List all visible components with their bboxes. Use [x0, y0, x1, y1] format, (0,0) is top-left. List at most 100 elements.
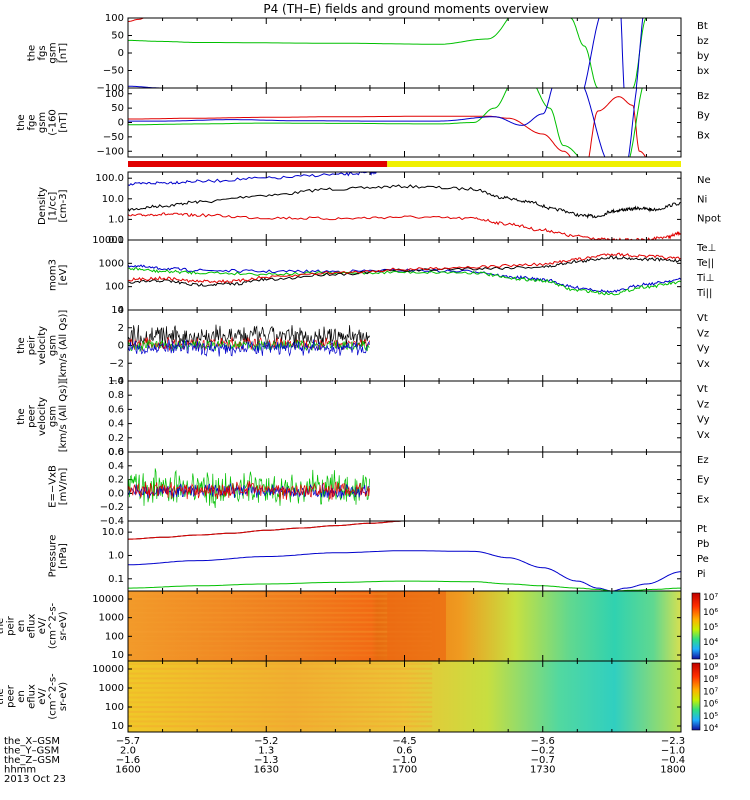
colorbar-tick-label: 10⁶: [703, 608, 718, 618]
spectrogram-hot-region: [387, 591, 446, 661]
y-tick-label: 1.0: [108, 214, 124, 225]
colorbar-tick-label: 10⁴: [703, 638, 718, 648]
y-axis-label-line: en: [16, 620, 27, 633]
legend-Vt: Vt: [697, 313, 708, 324]
y-axis-label-line: Density: [37, 187, 48, 225]
colorbar: [691, 592, 701, 660]
y-axis-label-line: sr-eV): [58, 611, 69, 640]
y-tick-label: 50: [111, 103, 124, 114]
x-axis-value: 1600: [115, 765, 140, 776]
y-tick-label: 100: [105, 89, 124, 100]
x-axis-row-label: 2013 Oct 23: [4, 774, 66, 785]
legend-Ne: Ne: [697, 175, 711, 186]
y-tick-label: 10.0: [102, 194, 124, 205]
y-tick-label: 0.8: [108, 390, 124, 401]
y-tick-label: −100: [97, 146, 124, 157]
y-tick-label: −100: [97, 83, 124, 94]
y-axis-label-line: [nT]: [58, 43, 69, 63]
legend-Bz: Bz: [697, 91, 709, 102]
y-axis-label: E=−VxB[mV/m]: [48, 465, 70, 508]
panel-frame: [127, 660, 682, 733]
mode-bar-red: [128, 161, 388, 167]
series-Bz: [128, 96, 647, 157]
spectrogram-band: [128, 686, 433, 689]
x-axis-value: 1800: [660, 765, 685, 776]
spectrogram-band: [128, 626, 433, 628]
legend-Vz: Vz: [697, 328, 709, 339]
y-axis-label: thefgegsm(-160[nT]: [16, 109, 69, 136]
y-axis-label-line: [nT]: [58, 112, 69, 132]
panel-frame: [127, 17, 682, 89]
legend-Bt: Bt: [697, 21, 708, 32]
legend-Vt: Vt: [697, 384, 708, 395]
y-tick-label: 10000: [92, 235, 124, 246]
spectrogram-band: [128, 630, 433, 633]
series-group: [128, 468, 370, 508]
y-axis-label-line: fgs: [37, 45, 48, 60]
y-axis-label-line: velocity: [37, 397, 48, 436]
series-Ti⊥: [128, 264, 681, 294]
spectrogram-band: [128, 691, 433, 694]
colorbar-tick-label: 10⁷: [703, 593, 718, 603]
legend-Vz: Vz: [697, 399, 709, 410]
y-axis-label-line: eV/: [37, 617, 48, 634]
y-axis-label-line: sr-eV): [58, 682, 69, 711]
y-axis-label-line: the: [16, 337, 27, 353]
y-tick-label: 0.2: [108, 433, 124, 444]
x-axis-value: −1.0: [392, 755, 416, 766]
x-axis-value: 1730: [530, 765, 555, 776]
colorbar-tick-label: 10⁷: [703, 687, 718, 697]
y-axis-label-line: en: [16, 690, 27, 703]
y-axis-label-line: gsm: [48, 335, 59, 356]
legend-Pi: Pi: [697, 569, 706, 580]
spectrogram-band: [128, 611, 433, 614]
colorbar-tick-label: 10⁸: [703, 675, 718, 685]
y-axis-label: thepeirvelocitygsm[km/s (All Qs)]: [16, 310, 69, 382]
legend-Te||: Te||: [696, 258, 714, 269]
y-tick-label: 0.2: [108, 475, 124, 486]
y-axis-label: thepeerenefluxeV/(cm^2-s-sr-eV): [0, 673, 69, 720]
series-By: [128, 88, 643, 157]
colorbar-tick-label: 10⁵: [703, 623, 718, 633]
colorbar-tick-label: 10⁹: [703, 663, 718, 673]
y-tick-label: 4: [118, 305, 124, 316]
y-tick-label: −50: [103, 132, 124, 143]
y-axis-label-line: the: [16, 114, 27, 130]
y-axis-label-line: (cm^2-s-: [48, 602, 59, 649]
y-axis-label-line: [1/cc]: [48, 192, 59, 221]
y-axis-label: thefgsgsm[nT]: [27, 42, 70, 63]
series-Te||: [128, 255, 681, 287]
y-axis-label-line: [km/s (All Qs)]: [58, 310, 69, 382]
spectrogram-band: [128, 644, 433, 647]
y-tick-label: 10000: [92, 594, 124, 605]
legend-Pt: Pt: [697, 524, 707, 535]
panel-frame: [127, 380, 682, 453]
panel-peir: thepeirvelocitygsm[km/s (All Qs)]: [16, 309, 682, 382]
spectrogram-band: [128, 640, 433, 643]
y-tick-label: 100.0: [95, 173, 124, 184]
legend-Vx: Vx: [697, 359, 710, 370]
y-tick-label: 100: [105, 13, 124, 24]
x-axis-row-label: the_Z–GSM: [4, 755, 60, 766]
y-axis-label-line: mom3: [48, 259, 59, 291]
series-Pi: [128, 550, 681, 591]
y-tick-label: 0.1: [108, 574, 124, 585]
legend-Npot: Npot: [697, 214, 721, 225]
legend-Ti||: Ti||: [696, 288, 712, 299]
spectrogram-band: [128, 621, 433, 624]
y-tick-label: −0.4: [100, 516, 124, 527]
colorbar-tick-label: 10⁵: [703, 712, 718, 722]
y-axis-label-line: peer: [27, 404, 38, 428]
series-Pb: [128, 521, 414, 540]
x-axis-value: −1.0: [661, 746, 685, 757]
plot-title: P4 (TH–E) fields and ground moments over…: [263, 2, 548, 16]
legend-by: by: [697, 51, 709, 62]
y-tick-label: 0.4: [108, 461, 124, 472]
x-axis-row-label: the_Y–GSM: [4, 746, 59, 757]
spectrogram-band: [128, 602, 433, 605]
y-axis-label-line: the: [27, 45, 38, 61]
spectrogram-band: [128, 682, 433, 685]
y-tick-label: 1000: [99, 613, 124, 624]
x-axis-value: −1.3: [254, 755, 278, 766]
